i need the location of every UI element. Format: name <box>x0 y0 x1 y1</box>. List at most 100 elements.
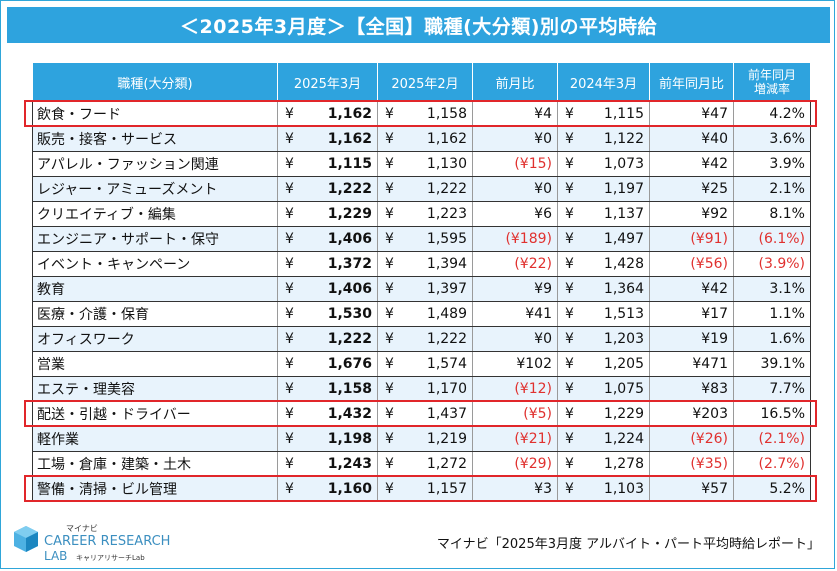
wage-mar2024-value: 1,103 <box>603 481 644 497</box>
wage-mar2025: ¥1,198 <box>277 426 378 452</box>
wage-mar2024: ¥1,229 <box>557 401 650 427</box>
yoy-diff: ¥42 <box>649 151 734 177</box>
wage-mar2024-value: 1,364 <box>603 281 644 297</box>
category-name: オフィスワーク <box>32 326 278 352</box>
yen-sign: ¥ <box>385 306 394 322</box>
yen-sign: ¥ <box>285 456 294 472</box>
wage-feb2025: ¥1,219 <box>377 426 473 452</box>
yoy-rate: 2.1% <box>733 176 811 202</box>
yoy-diff: ¥83 <box>649 376 734 402</box>
yoy-diff: (¥26) <box>649 426 734 452</box>
mom-diff: ¥0 <box>472 176 558 202</box>
wage-mar2024: ¥1,205 <box>557 351 650 377</box>
wage-mar2025-value: 1,406 <box>327 281 372 297</box>
yen-sign: ¥ <box>385 181 394 197</box>
wage-mar2025: ¥1,162 <box>277 126 378 152</box>
wage-feb2025-value: 1,272 <box>426 456 467 472</box>
yen-sign: ¥ <box>385 256 394 272</box>
yoy-rate: 7.7% <box>733 376 811 402</box>
yoy-rate: 3.6% <box>733 126 811 152</box>
wage-feb2025: ¥1,397 <box>377 276 473 302</box>
yen-sign: ¥ <box>285 256 294 272</box>
wage-mar2025-value: 1,198 <box>327 431 372 447</box>
wage-feb2025: ¥1,437 <box>377 401 473 427</box>
table-row: エステ・理美容 ¥1,158 ¥1,170 (¥12) ¥1,075 ¥83 7.7% <box>32 376 811 402</box>
yen-sign: ¥ <box>565 406 574 422</box>
wage-mar2024: ¥1,364 <box>557 276 650 302</box>
mom-diff: ¥41 <box>472 301 558 327</box>
category-name: 軽作業 <box>32 426 278 452</box>
wage-mar2024-value: 1,513 <box>603 306 644 322</box>
yoy-diff: ¥92 <box>649 201 734 227</box>
mom-diff: ¥0 <box>472 326 558 352</box>
wage-mar2025-value: 1,222 <box>327 181 372 197</box>
wage-mar2025: ¥1,406 <box>277 276 378 302</box>
wage-mar2024-value: 1,428 <box>603 256 644 272</box>
yoy-diff: ¥17 <box>649 301 734 327</box>
wage-mar2024: ¥1,073 <box>557 151 650 177</box>
wage-feb2025-value: 1,223 <box>426 206 467 222</box>
yoy-diff: (¥56) <box>649 251 734 277</box>
category-name: 医療・介護・保育 <box>32 301 278 327</box>
yoy-diff: ¥42 <box>649 276 734 302</box>
table-row: 工場・倉庫・建築・土木 ¥1,243 ¥1,272 (¥29) ¥1,278 (¥35)(… <box>32 451 811 477</box>
yoy-diff: (¥35) <box>649 451 734 477</box>
yoy-diff: ¥203 <box>649 401 734 427</box>
category-name: アパレル・ファッション関連 <box>32 151 278 177</box>
header-mom: 前月比 <box>472 62 558 102</box>
yoy-rate: 16.5% <box>733 401 811 427</box>
yen-sign: ¥ <box>565 256 574 272</box>
source-caption: マイナビ「2025年3月度 アルバイト・パート平均時給レポート」 <box>436 537 820 552</box>
mom-diff: ¥6 <box>472 201 558 227</box>
table-row: アパレル・ファッション関連 ¥1,115 ¥1,130 (¥15) ¥1,073 ¥42 3… <box>32 151 811 177</box>
mom-diff: (¥5) <box>472 401 558 427</box>
table-row: エンジニア・サポート・保守 ¥1,406 ¥1,595 (¥189) ¥1,497 (¥9… <box>32 226 811 252</box>
wage-mar2025-value: 1,162 <box>327 131 372 147</box>
logo-brand: マイナビ <box>66 524 98 533</box>
table-row: 配送・引越・ドライバー ¥1,432 ¥1,437 (¥5) ¥1,229 ¥203 16.… <box>32 401 811 427</box>
wage-mar2025-value: 1,158 <box>327 381 372 397</box>
category-name: 工場・倉庫・建築・土木 <box>32 451 278 477</box>
wage-feb2025: ¥1,130 <box>377 151 473 177</box>
yen-sign: ¥ <box>565 431 574 447</box>
category-name: 警備・清掃・ビル管理 <box>32 476 278 502</box>
wage-mar2024-value: 1,137 <box>603 206 644 222</box>
wage-mar2025-value: 1,406 <box>327 231 372 247</box>
wage-feb2025: ¥1,162 <box>377 126 473 152</box>
table-body: 飲食・フード ¥1,162 ¥1,158 ¥4 ¥1,115 ¥47 4.2% 販売・接客・サ… <box>32 101 811 502</box>
table-row: レジャー・アミューズメント ¥1,222 ¥1,222 ¥0 ¥1,197 ¥25 2.1% <box>32 176 811 202</box>
yoy-rate: 5.2% <box>733 476 811 502</box>
header-yoy-rate-line1: 前年同月 <box>747 68 796 82</box>
mom-diff: ¥102 <box>472 351 558 377</box>
wage-mar2024: ¥1,513 <box>557 301 650 327</box>
wage-mar2025-value: 1,372 <box>327 256 372 272</box>
category-name: エンジニア・サポート・保守 <box>32 226 278 252</box>
wage-mar2024-value: 1,278 <box>603 456 644 472</box>
yen-sign: ¥ <box>285 206 294 222</box>
wage-mar2024-value: 1,073 <box>603 156 644 172</box>
table-row: 軽作業 ¥1,198 ¥1,219 (¥21) ¥1,224 (¥26) (2.1%) <box>32 426 811 452</box>
wage-mar2024-value: 1,497 <box>603 231 644 247</box>
yen-sign: ¥ <box>385 356 394 372</box>
wage-mar2024-value: 1,115 <box>603 106 644 122</box>
wage-mar2025: ¥1,160 <box>277 476 378 502</box>
wage-feb2025-value: 1,437 <box>426 406 467 422</box>
yen-sign: ¥ <box>285 156 294 172</box>
header-yoy-rate: 前年同月 増減率 <box>733 62 811 102</box>
yen-sign: ¥ <box>565 231 574 247</box>
yen-sign: ¥ <box>285 181 294 197</box>
wage-mar2024: ¥1,115 <box>557 101 650 127</box>
yen-sign: ¥ <box>285 131 294 147</box>
category-name: イベント・キャンペーン <box>32 251 278 277</box>
wage-feb2025: ¥1,272 <box>377 451 473 477</box>
wage-feb2025: ¥1,222 <box>377 326 473 352</box>
yoy-diff: (¥91) <box>649 226 734 252</box>
table-row: オフィスワーク ¥1,222 ¥1,222 ¥0 ¥1,203 ¥19 1.6% <box>32 326 811 352</box>
wage-mar2025-value: 1,243 <box>327 456 372 472</box>
table-row: 飲食・フード ¥1,162 ¥1,158 ¥4 ¥1,115 ¥47 4.2% <box>32 101 811 127</box>
wage-mar2025: ¥1,406 <box>277 226 378 252</box>
yen-sign: ¥ <box>385 281 394 297</box>
wage-feb2025-value: 1,394 <box>426 256 467 272</box>
wage-feb2025-value: 1,158 <box>426 106 467 122</box>
wage-mar2025: ¥1,676 <box>277 351 378 377</box>
